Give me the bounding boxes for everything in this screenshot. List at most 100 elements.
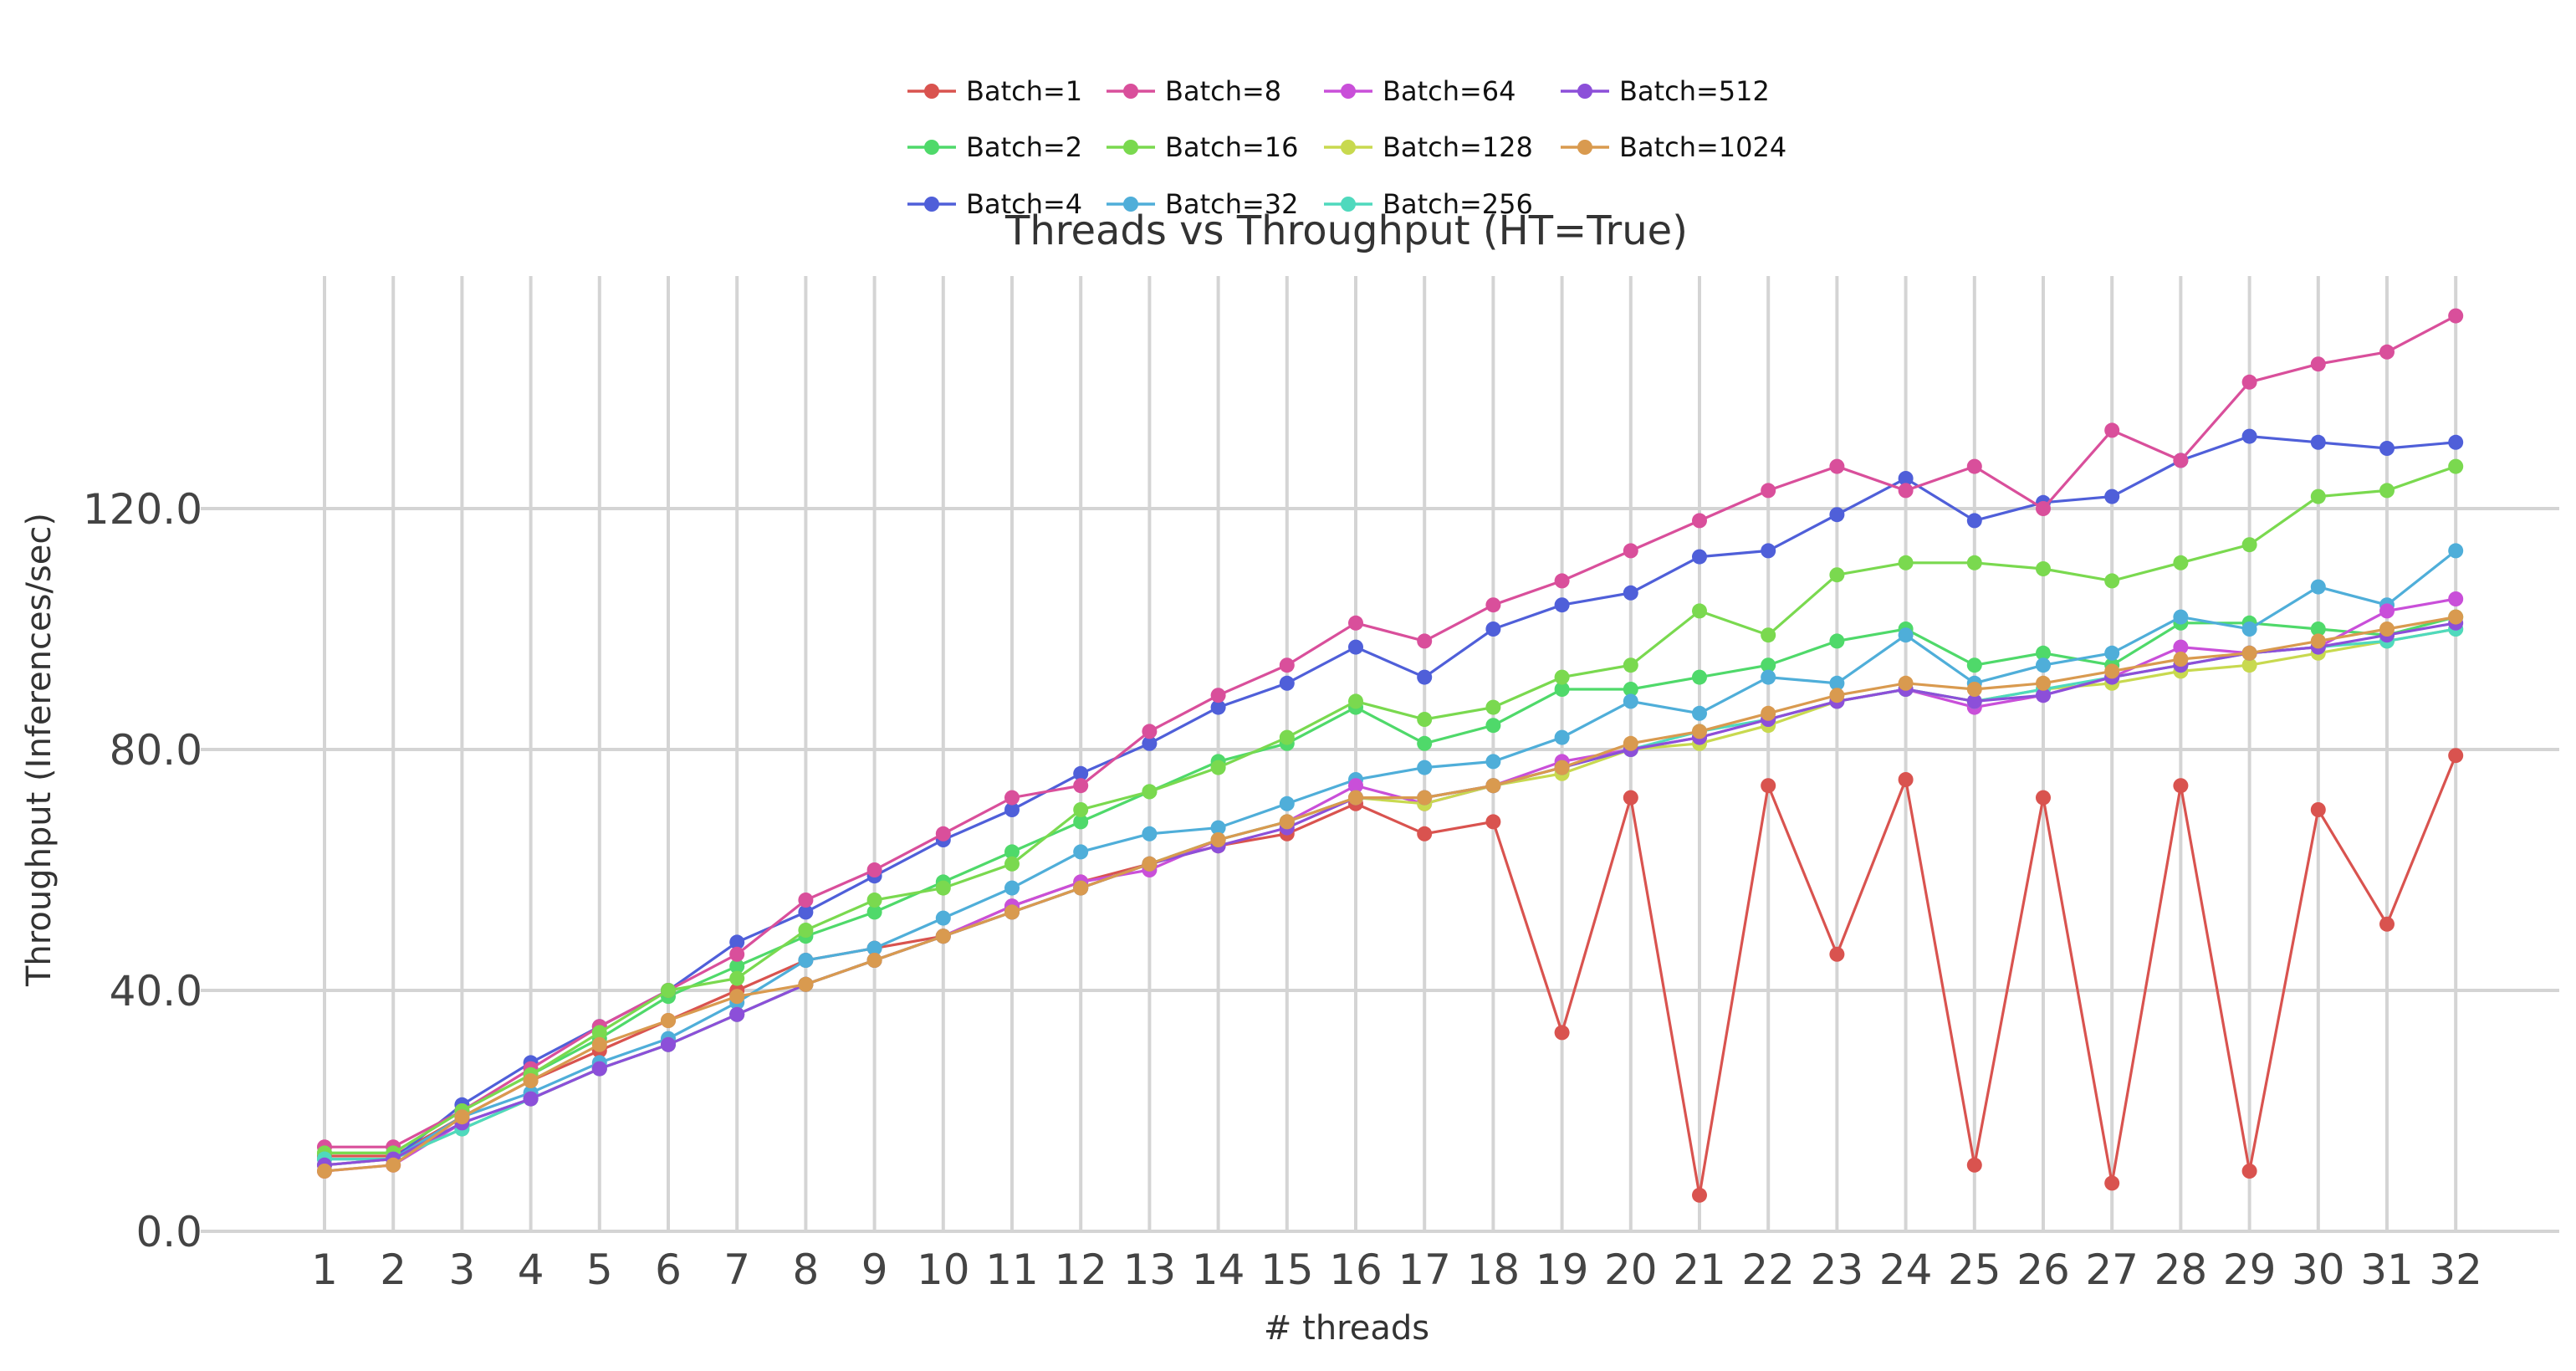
data-point xyxy=(2104,489,2120,504)
data-point xyxy=(866,862,882,877)
series-Batch=4 xyxy=(317,428,2464,1173)
legend-label: Batch=128 xyxy=(1383,131,1533,163)
data-point xyxy=(1554,573,1570,589)
data-point xyxy=(1898,675,1914,691)
data-point xyxy=(798,953,814,968)
tick-layer: 1 2 3 4 5 6 7 8 9 10 11 12 13 14 15 16 17 18 19 20 21 22 23 24 2… xyxy=(83,485,2482,1294)
data-point xyxy=(1898,772,1914,787)
data-point xyxy=(1692,603,1707,619)
series-line xyxy=(325,465,2456,1155)
data-point xyxy=(1554,1025,1570,1041)
series-Batch=128 xyxy=(317,622,2464,1173)
data-point xyxy=(2173,609,2189,625)
data-point xyxy=(2104,645,2120,661)
data-point xyxy=(1761,778,1776,794)
data-point xyxy=(1966,458,1982,474)
data-point xyxy=(1692,1187,1707,1203)
data-point xyxy=(2241,657,2257,673)
data-point xyxy=(2036,675,2051,691)
x-tick-label: 26 xyxy=(2016,1246,2070,1294)
x-tick-label: 5 xyxy=(586,1246,613,1294)
data-point xyxy=(386,1157,401,1173)
legend-item: Batch=1024 xyxy=(1561,131,1786,163)
data-point xyxy=(2241,537,2257,553)
data-point xyxy=(798,976,814,992)
data-point xyxy=(1210,832,1226,847)
data-point xyxy=(1417,669,1433,685)
data-point xyxy=(2036,645,2051,661)
data-point xyxy=(1761,669,1776,685)
x-tick-label: 30 xyxy=(2292,1246,2345,1294)
legend-swatch-marker xyxy=(1123,84,1138,99)
data-point xyxy=(2310,802,2326,817)
data-point xyxy=(2379,916,2395,932)
series-Batch=256 xyxy=(317,622,2464,1167)
legend-swatch-marker xyxy=(1577,84,1592,99)
data-point xyxy=(317,1164,332,1179)
data-point xyxy=(935,910,951,926)
data-point xyxy=(2173,652,2189,667)
data-point xyxy=(1004,856,1020,872)
data-point xyxy=(2036,501,2051,516)
legend-swatch-marker xyxy=(1341,197,1356,212)
data-point xyxy=(1142,784,1158,800)
series-Batch=8 xyxy=(317,308,2464,1155)
data-point xyxy=(2448,543,2464,559)
data-point xyxy=(2310,622,2326,637)
chart-title: Threads vs Throughput (HT=True) xyxy=(1004,207,1688,254)
x-tick-label: 10 xyxy=(917,1246,970,1294)
series-Batch=1 xyxy=(317,748,2464,1203)
data-point xyxy=(2241,428,2257,444)
data-point xyxy=(2448,434,2464,450)
data-point xyxy=(935,880,951,896)
x-tick-label: 13 xyxy=(1123,1246,1177,1294)
y-tick-label: 0.0 xyxy=(135,1208,202,1256)
x-tick-label: 8 xyxy=(792,1246,819,1294)
data-point xyxy=(1004,844,1020,860)
data-point xyxy=(1279,657,1295,673)
data-point xyxy=(1004,790,1020,806)
data-point xyxy=(1761,657,1776,673)
data-point xyxy=(661,1013,676,1028)
data-point xyxy=(661,1036,676,1052)
series-Batch=2 xyxy=(317,609,2464,1161)
legend-item: Batch=4 xyxy=(907,188,1082,220)
series-line xyxy=(324,622,2456,1167)
data-point xyxy=(1966,657,1982,673)
data-point xyxy=(1554,729,1570,745)
data-point xyxy=(1898,483,1914,499)
legend-label: Batch=1 xyxy=(966,75,1082,107)
data-point xyxy=(798,893,814,908)
series-layer xyxy=(317,308,2464,1203)
data-point xyxy=(1348,639,1363,655)
legend-item: Batch=2 xyxy=(907,131,1082,163)
data-point xyxy=(1692,724,1707,739)
x-tick-label: 22 xyxy=(1741,1246,1795,1294)
x-tick-label: 3 xyxy=(448,1246,475,1294)
x-tick-label: 16 xyxy=(1329,1246,1383,1294)
legend-label: Batch=32 xyxy=(1165,188,1299,220)
series-line xyxy=(325,755,2457,1196)
data-point xyxy=(2173,778,2189,794)
y-axis-label: Throughput (Inferences/sec) xyxy=(20,513,59,987)
data-point xyxy=(1485,754,1501,770)
data-point xyxy=(2241,1164,2257,1179)
data-point xyxy=(1073,814,1089,830)
data-point xyxy=(2379,344,2395,360)
data-point xyxy=(935,928,951,944)
data-point xyxy=(1554,760,1570,775)
data-point xyxy=(1417,790,1433,806)
legend-item: Batch=16 xyxy=(1107,131,1299,163)
x-tick-label: 1 xyxy=(311,1246,338,1294)
legend-swatch-marker xyxy=(924,84,939,99)
data-point xyxy=(661,983,676,998)
data-point xyxy=(523,1091,539,1107)
data-point xyxy=(1829,688,1845,703)
data-point xyxy=(1692,549,1707,565)
x-tick-label: 20 xyxy=(1604,1246,1658,1294)
data-point xyxy=(935,826,951,842)
data-point xyxy=(1623,682,1638,697)
data-point xyxy=(1004,802,1020,817)
